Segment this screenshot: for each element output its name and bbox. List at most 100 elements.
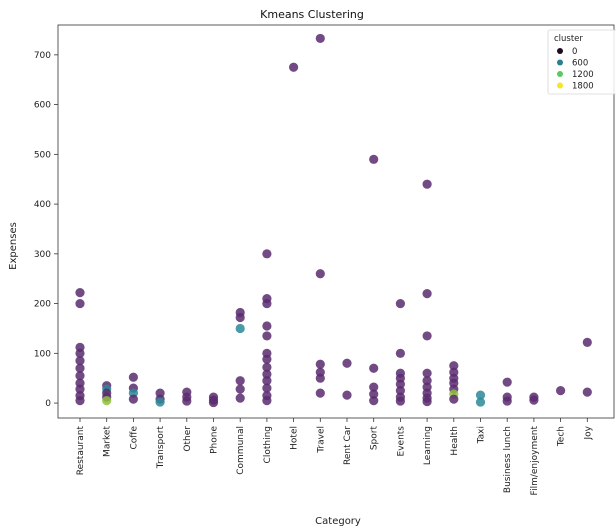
- y-tick-label: 400: [34, 200, 51, 210]
- data-point: [75, 395, 85, 406]
- data-point: [315, 33, 325, 44]
- y-axis-label: Expenses: [8, 222, 19, 270]
- data-point: [315, 359, 325, 369]
- x-tick-label: Hotel: [290, 426, 300, 450]
- plot-frame: [57, 24, 615, 419]
- x-tick-label: Health: [450, 426, 460, 456]
- data-point: [395, 298, 405, 309]
- legend-marker: [557, 71, 563, 77]
- data-point: [449, 361, 459, 371]
- legend-marker: [557, 82, 563, 89]
- data-point: [369, 382, 379, 392]
- data-point: [502, 377, 512, 387]
- x-axis: Restaurant Market Coffe Transport Other Phone…: [76, 418, 593, 495]
- data-point: [262, 376, 272, 386]
- x-tick-label: Phone: [210, 426, 220, 454]
- data-point: [395, 386, 405, 396]
- x-tick-label: Events: [396, 426, 406, 457]
- data-points: [75, 33, 592, 408]
- legend-title: cluster: [554, 34, 583, 44]
- legend-entry-label: 1200: [572, 70, 594, 80]
- y-tick-label: 200: [34, 300, 51, 310]
- legend-box: [547, 29, 616, 95]
- data-point: [235, 376, 245, 386]
- data-point: [262, 354, 272, 364]
- data-point: [208, 397, 219, 408]
- x-tick-label: Sport: [370, 426, 380, 451]
- data-point: [422, 376, 432, 386]
- data-point: [422, 396, 432, 407]
- x-tick-label: Travel: [316, 426, 326, 454]
- data-point: [475, 390, 486, 400]
- data-point: [235, 384, 245, 394]
- data-point: [342, 358, 352, 368]
- data-point: [75, 384, 85, 394]
- x-axis-label: Category: [315, 516, 361, 527]
- data-point: [582, 387, 592, 397]
- y-tick-label: 300: [34, 250, 51, 260]
- y-tick-label: 700: [34, 51, 51, 61]
- data-point: [502, 396, 512, 406]
- data-point: [395, 348, 405, 358]
- data-point: [155, 397, 165, 407]
- data-point: [342, 390, 352, 400]
- x-tick-label: Joy: [583, 425, 593, 440]
- plot-area: [57, 24, 615, 419]
- data-point: [315, 388, 325, 398]
- data-point: [556, 386, 566, 396]
- y-tick-label: 100: [34, 349, 51, 359]
- data-point: [475, 397, 486, 407]
- data-point: [262, 331, 272, 341]
- data-point: [315, 269, 325, 279]
- x-tick-label: Other: [183, 426, 193, 452]
- data-point: [235, 393, 245, 403]
- x-tick-label: Communal: [236, 426, 246, 475]
- data-point: [422, 179, 432, 189]
- y-tick-label: 0: [45, 399, 51, 409]
- x-tick-label: Taxi: [477, 426, 487, 444]
- data-point: [75, 371, 85, 381]
- x-tick-label: Learning: [423, 426, 433, 465]
- x-tick-label: Rent Car: [343, 426, 353, 465]
- data-point: [369, 154, 379, 164]
- x-tick-label: Clothing: [263, 426, 273, 463]
- x-tick-label: Restaurant: [76, 426, 86, 476]
- data-point: [529, 395, 539, 405]
- data-point: [235, 323, 245, 334]
- data-point: [315, 373, 325, 383]
- data-point: [369, 395, 379, 406]
- data-point: [262, 298, 272, 309]
- data-point: [75, 363, 85, 373]
- data-point: [395, 379, 405, 389]
- data-point: [422, 368, 432, 378]
- legend-marker: [557, 48, 563, 54]
- y-tick-label: 600: [34, 101, 51, 111]
- y-tick-label: 500: [34, 150, 51, 160]
- data-point: [75, 356, 85, 366]
- data-point: [422, 289, 432, 299]
- x-tick-label: Market: [103, 426, 113, 457]
- data-point: [128, 394, 138, 404]
- data-point: [102, 395, 112, 406]
- x-tick-label: Tech: [557, 426, 567, 447]
- data-point: [582, 337, 592, 347]
- data-point: [262, 362, 272, 372]
- data-point: [449, 394, 459, 404]
- data-point: [369, 363, 379, 373]
- x-tick-label: Business lunch: [503, 426, 513, 493]
- x-tick-label: Coffe: [129, 426, 139, 450]
- legend-entry-label: 0: [572, 47, 577, 57]
- data-point: [75, 288, 85, 298]
- x-tick-label: Film/enjoyment: [530, 426, 540, 496]
- y-axis: 0 100 200 300 400 500 600 700: [34, 51, 58, 409]
- legend-entry-label: 1800: [572, 82, 594, 92]
- data-point: [262, 369, 272, 379]
- data-point: [262, 383, 272, 393]
- data-point: [262, 395, 272, 406]
- legend-entry-label: 600: [572, 59, 588, 69]
- data-point: [369, 389, 379, 399]
- data-point: [75, 298, 85, 309]
